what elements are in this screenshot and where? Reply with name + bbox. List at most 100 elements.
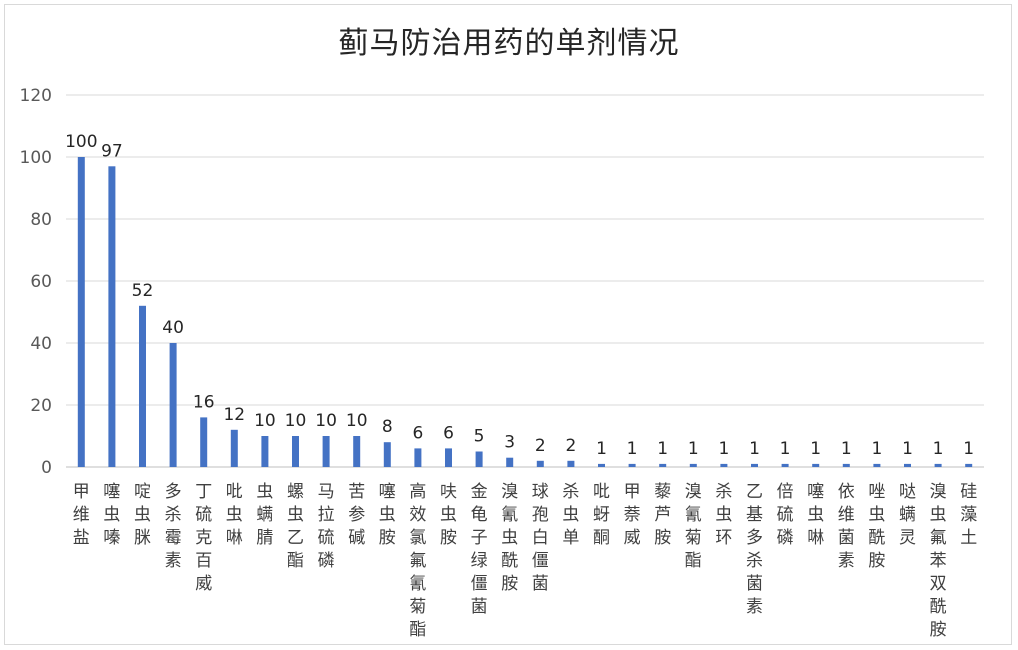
x-tick-label: 乙基多杀菌素 [746,482,763,617]
bar [506,457,514,467]
x-tick-label: 噻虫嗪 [103,482,120,548]
bar [934,463,942,467]
bar [781,463,789,467]
data-label: 1 [902,439,913,459]
x-tick-label: 噻虫胺 [379,482,396,548]
y-tick-label: 80 [30,210,52,230]
y-tick-label: 0 [41,458,52,478]
data-label: 10 [346,411,368,431]
data-label: 1 [718,439,729,459]
bar [904,463,911,467]
x-tick-label: 吡蚜酮 [593,482,610,548]
data-label: 12 [223,405,245,425]
bar [751,463,758,467]
data-label: 100 [65,132,97,152]
chart-title: 蓟马防治用药的单剂情况 [338,26,680,61]
x-tick-label: 唑虫酰胺 [868,482,885,571]
data-label: 2 [535,436,546,456]
x-tick-label: 高效氯氟氰菊酯 [409,482,426,640]
x-tick-label: 吡虫啉 [226,482,243,548]
x-tick-label: 溴虫氟苯双酰胺 [930,482,947,640]
x-tick-label: 硅藻土 [960,482,977,548]
bar [445,448,452,467]
bar [230,429,238,467]
x-tick-label: 藜芦胺 [654,482,671,548]
bar [659,463,667,467]
bar [322,436,330,467]
x-tick-label: 螺虫乙酯 [287,482,304,571]
x-tick-label: 噻虫啉 [807,482,824,548]
data-label: 1 [596,439,607,459]
x-tick-label: 呋虫胺 [440,482,457,548]
bar [720,463,728,467]
bar [628,463,636,467]
x-tick-label: 丁硫克百威 [195,482,212,594]
x-tick-label: 马拉硫磷 [318,482,335,571]
x-tick-label: 杀虫单 [562,482,579,548]
bar [169,343,177,467]
y-tick-label: 120 [20,86,52,106]
x-tick-label: 甲萘威 [624,482,641,548]
y-tick-label: 100 [20,148,52,168]
bar [873,463,881,467]
bar [598,463,605,467]
data-label: 6 [412,423,423,443]
x-tick-label: 倍硫磷 [777,482,794,548]
data-label: 40 [162,318,184,338]
bar [77,157,85,467]
data-label: 2 [565,436,576,456]
x-tick-label: 甲维盐 [73,482,90,548]
data-label: 97 [101,141,123,161]
data-label: 10 [254,411,276,431]
data-label: 1 [657,439,668,459]
x-tick-label: 溴氰虫酰胺 [501,482,518,594]
x-tick-label: 哒螨灵 [899,482,916,548]
data-label: 16 [193,392,215,412]
bar [139,305,146,467]
data-label: 6 [443,423,454,443]
bar [965,463,973,467]
data-label: 1 [841,439,852,459]
bar [200,417,208,467]
x-tick-label: 啶虫脒 [134,482,151,548]
data-label: 1 [933,439,944,459]
bar [353,436,361,467]
data-label: 10 [315,411,337,431]
bar [536,460,544,467]
data-label: 8 [382,417,393,437]
x-tick-label: 依维菌素 [838,482,855,571]
data-label: 5 [474,427,485,447]
data-label: 3 [504,433,515,453]
data-label: 1 [963,439,974,459]
chart-frame [4,4,1012,645]
bar [108,166,116,468]
bar [383,442,391,467]
bar [475,451,483,467]
x-tick-label: 苦参碱 [348,482,365,548]
y-tick-label: 40 [30,334,52,354]
x-tick-label: 金龟子绿僵菌 [471,482,488,617]
bar [812,463,820,467]
bar [567,460,575,467]
x-tick-label: 溴氰菊酯 [685,482,702,571]
y-tick-label: 20 [30,396,52,416]
data-label: 1 [688,439,699,459]
x-tick-label: 虫螨腈 [256,482,273,548]
y-tick-label: 60 [30,272,52,292]
data-label: 1 [627,439,638,459]
bar [292,436,299,467]
data-label: 1 [780,439,791,459]
data-label: 52 [132,281,154,301]
data-label: 1 [749,439,760,459]
data-label: 1 [810,439,821,459]
x-tick-label: 杀虫环 [715,482,732,548]
bar [261,436,269,467]
bar [414,448,422,467]
x-tick-label: 球孢白僵菌 [532,482,549,594]
bar [689,463,697,467]
data-label: 1 [871,439,882,459]
data-label: 10 [285,411,307,431]
x-tick-label: 多杀霉素 [165,482,182,571]
bar [842,463,850,467]
